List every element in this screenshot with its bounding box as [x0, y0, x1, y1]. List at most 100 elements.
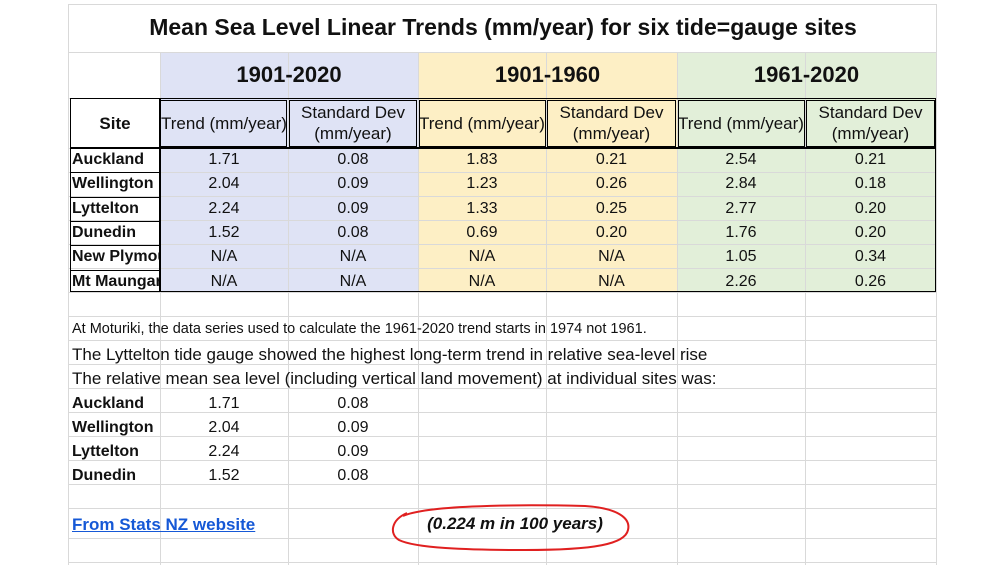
grid-line-vertical	[68, 52, 69, 565]
red-circle-stroke	[391, 504, 630, 552]
header-sd-line2: (mm/year)	[314, 124, 392, 143]
grid-line-horizontal	[68, 436, 936, 437]
header-trend-1901-2020: Trend (mm/year)	[161, 113, 287, 133]
header-sd-line1: Standard Dev	[559, 103, 664, 122]
header-divider	[70, 147, 936, 149]
red-circle-annotation	[391, 504, 630, 552]
value-cell: 1.52	[208, 224, 240, 242]
value-cell: 0.09	[337, 175, 369, 193]
header-site: Site	[99, 113, 131, 133]
summary-trend: 2.04	[208, 419, 240, 436]
row-divider	[70, 196, 160, 198]
value-cell: 1.71	[208, 151, 240, 169]
row-divider	[70, 220, 160, 222]
summary-site: Dunedin	[72, 467, 136, 484]
header-trend-1961-2020: Trend (mm/year)	[678, 113, 804, 133]
header-sd-1901-1960: Standard Dev (mm/year)	[546, 98, 677, 148]
grid-line-horizontal	[68, 148, 936, 149]
value-cell: 0.26	[595, 175, 628, 193]
grid-line-vertical	[546, 52, 547, 565]
header-sd-line2: (mm/year)	[572, 124, 651, 143]
grid-line-horizontal	[68, 562, 936, 563]
value-cell: 0.08	[337, 224, 369, 242]
site-column-divider	[159, 98, 161, 292]
grid-line-horizontal	[68, 4, 936, 5]
value-cell: 2.54	[725, 151, 757, 169]
summary-sd: 0.09	[337, 443, 369, 460]
grid-line-horizontal	[68, 316, 936, 317]
row-divider	[70, 245, 160, 247]
grid-line-horizontal	[68, 364, 936, 365]
header-trend-1901-1960: Trend (mm/year)	[419, 113, 545, 133]
grid-line-horizontal	[68, 220, 936, 221]
value-cell: 0.21	[854, 151, 887, 169]
summary-sd: 0.09	[337, 419, 369, 436]
grid-line-horizontal	[68, 460, 936, 461]
header-sd-1901-2020: Standard Dev (mm/year)	[288, 98, 418, 148]
value-cell: 0.21	[595, 151, 628, 169]
grid-line-horizontal	[68, 196, 936, 197]
summary-sd: 0.08	[337, 467, 369, 484]
note-moturiki: At Moturiki, the data series used to cal…	[72, 321, 647, 337]
value-cell: 0.09	[337, 199, 369, 217]
value-cell: 2.77	[725, 199, 757, 217]
value-cell: N/A	[210, 248, 238, 266]
value-cell: 1.83	[466, 151, 498, 169]
value-cell: N/A	[468, 248, 496, 266]
row-divider	[70, 172, 160, 174]
value-cell: N/A	[598, 248, 625, 266]
period-header-1901-2020: 1901-2020	[236, 62, 342, 87]
value-cell: N/A	[598, 272, 625, 290]
grid-line-horizontal	[68, 268, 936, 269]
grid-line-horizontal	[68, 388, 936, 389]
value-cell: 1.33	[466, 199, 498, 217]
row-divider	[70, 269, 160, 271]
note-relative-msl: The relative mean sea level (including v…	[72, 369, 717, 388]
value-cell: 0.20	[854, 224, 887, 242]
grid-line-horizontal	[68, 52, 936, 53]
grid-line-horizontal	[68, 292, 936, 293]
site-cell: Auckland	[72, 151, 145, 169]
value-cell: 0.20	[854, 199, 887, 217]
header-sd-line1: Standard Dev	[818, 103, 923, 122]
grid-line-horizontal	[68, 538, 936, 539]
grid-line-horizontal	[68, 412, 936, 413]
value-cell: 1.23	[466, 175, 498, 193]
grid-line-horizontal	[68, 340, 936, 341]
value-cell: 0.20	[595, 224, 628, 242]
grid-line-horizontal	[68, 484, 936, 485]
value-cell: 1.05	[725, 248, 757, 266]
value-cell: N/A	[339, 272, 367, 290]
value-cell: 0.08	[337, 151, 369, 169]
grid-line-vertical	[805, 52, 806, 565]
summary-site: Auckland	[72, 395, 145, 412]
period-header-1961-2020: 1961-2020	[753, 62, 860, 87]
value-cell: 0.18	[854, 175, 887, 193]
summary-trend: 1.71	[208, 395, 240, 412]
value-cell: 2.04	[208, 175, 240, 193]
summary-sd: 0.08	[337, 395, 369, 412]
summary-site: Wellington	[72, 419, 154, 436]
value-cell: N/A	[468, 272, 496, 290]
value-cell: 2.84	[725, 175, 757, 193]
summary-trend: 1.52	[208, 467, 240, 484]
value-cell: 0.26	[854, 272, 887, 290]
value-cell: 2.26	[725, 272, 757, 290]
site-cell: New Plymou	[72, 248, 159, 266]
note-lyttelton: The Lyttelton tide gauge showed the high…	[72, 345, 708, 364]
site-cell: Wellington	[72, 175, 154, 193]
grid-line-vertical	[936, 52, 937, 565]
grid-line-horizontal	[68, 244, 936, 245]
stats-nz-link[interactable]: From Stats NZ website	[72, 515, 256, 534]
grid-line-vertical	[936, 4, 937, 52]
grid-line-horizontal	[68, 508, 936, 509]
value-cell: 0.25	[595, 199, 628, 217]
site-cell: Mt Maungar	[72, 272, 159, 290]
site-cell: Dunedin	[72, 224, 136, 242]
period-header-1901-1960: 1901-1960	[494, 62, 601, 87]
value-cell: N/A	[339, 248, 367, 266]
header-sd-line2: (mm/year)	[831, 124, 910, 143]
value-cell: 0.34	[854, 248, 887, 266]
grid-line-vertical	[288, 52, 289, 565]
value-cell: 1.76	[725, 224, 757, 242]
